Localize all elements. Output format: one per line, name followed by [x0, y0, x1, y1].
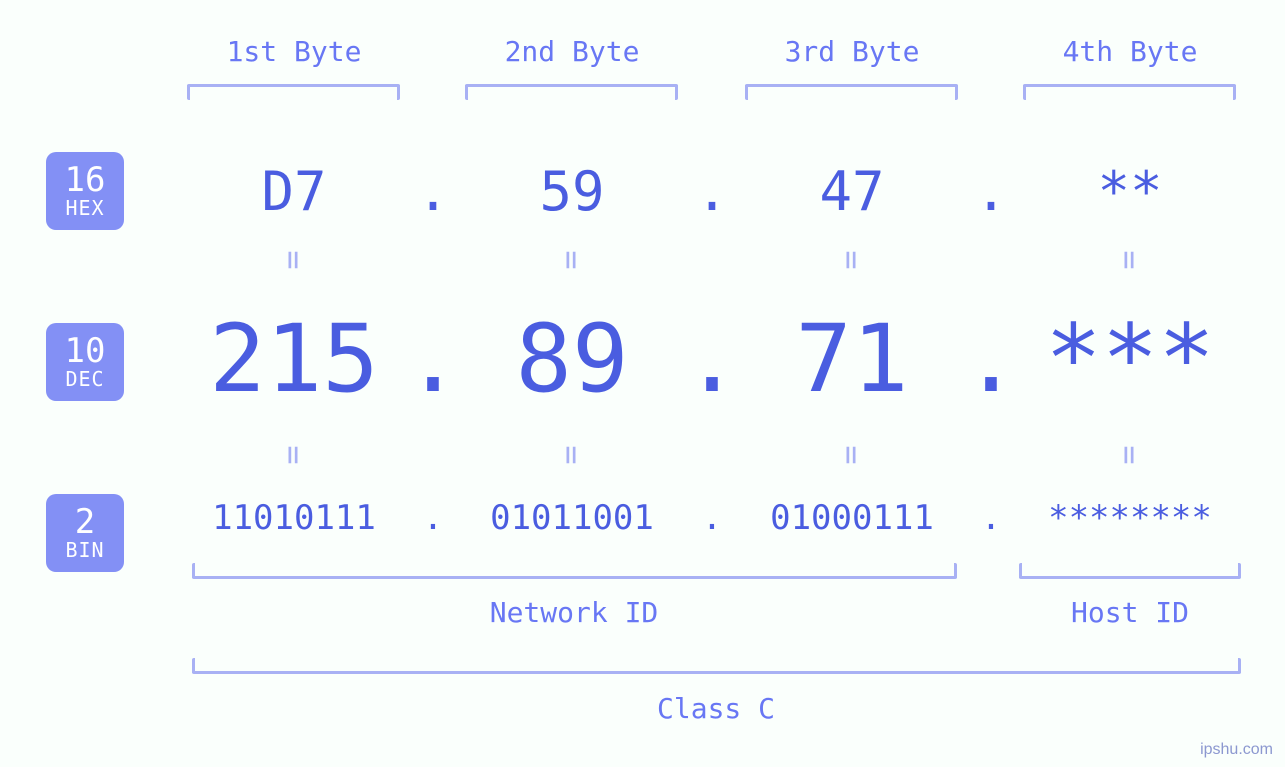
dec-badge: 10 DEC	[46, 323, 124, 401]
bin-badge-name: BIN	[65, 540, 104, 561]
hex-dot-2: .	[696, 160, 729, 223]
bin-dot-3: .	[981, 498, 1001, 538]
eq-dec-bin-3: =	[833, 445, 871, 464]
dec-badge-name: DEC	[65, 369, 104, 390]
eq-hex-dec-2: =	[553, 250, 591, 269]
header-byte-2: 2nd Byte	[505, 35, 640, 68]
eq-hex-dec-3: =	[833, 250, 871, 269]
host-id-bracket	[1019, 563, 1241, 579]
header-byte-1: 1st Byte	[227, 35, 362, 68]
bin-badge-base: 2	[75, 505, 95, 541]
top-bracket-3	[745, 84, 958, 100]
header-byte-4: 4th Byte	[1063, 35, 1198, 68]
hex-dot-1: .	[417, 160, 450, 223]
bin-octet-3: 01000111	[770, 498, 934, 538]
hex-octet-2: 59	[539, 160, 604, 223]
ip-diagram: 16 HEX 10 DEC 2 BIN 1st Byte 2nd Byte 3r…	[0, 0, 1285, 767]
top-bracket-2	[465, 84, 678, 100]
hex-octet-3: 47	[819, 160, 884, 223]
header-byte-3: 3rd Byte	[785, 35, 920, 68]
dec-octet-3: 71	[795, 305, 908, 414]
top-bracket-4	[1023, 84, 1236, 100]
dec-octet-2: 89	[515, 305, 628, 414]
eq-dec-bin-4: =	[1111, 445, 1149, 464]
bin-dot-2: .	[702, 498, 722, 538]
bin-octet-4: ********	[1048, 498, 1212, 538]
class-label: Class C	[657, 692, 775, 725]
network-id-label: Network ID	[490, 596, 659, 629]
dec-octet-4: ***	[1045, 305, 1215, 414]
bin-badge: 2 BIN	[46, 494, 124, 572]
hex-badge-name: HEX	[65, 198, 104, 219]
top-bracket-1	[187, 84, 400, 100]
hex-octet-4: **	[1097, 160, 1162, 223]
hex-octet-1: D7	[261, 160, 326, 223]
dec-octet-1: 215	[209, 305, 379, 414]
network-id-bracket	[192, 563, 957, 579]
dec-dot-3: .	[963, 305, 1020, 414]
dec-dot-2: .	[684, 305, 741, 414]
dec-badge-base: 10	[65, 334, 106, 370]
hex-dot-3: .	[975, 160, 1008, 223]
bin-dot-1: .	[423, 498, 443, 538]
eq-hex-dec-1: =	[275, 250, 313, 269]
eq-hex-dec-4: =	[1111, 250, 1149, 269]
bin-octet-2: 01011001	[490, 498, 654, 538]
hex-badge: 16 HEX	[46, 152, 124, 230]
watermark: ipshu.com	[1200, 741, 1273, 759]
dec-dot-1: .	[405, 305, 462, 414]
bin-octet-1: 11010111	[212, 498, 376, 538]
host-id-label: Host ID	[1071, 596, 1189, 629]
hex-badge-base: 16	[65, 163, 106, 199]
eq-dec-bin-2: =	[553, 445, 591, 464]
class-bracket	[192, 658, 1241, 674]
eq-dec-bin-1: =	[275, 445, 313, 464]
